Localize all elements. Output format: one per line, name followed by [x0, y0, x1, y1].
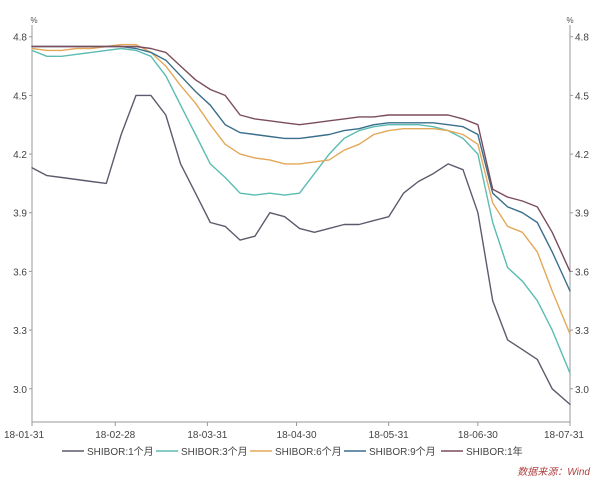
legend-label: SHIBOR:9个月 — [369, 446, 436, 458]
series-line-3 — [31, 43, 571, 335]
legend-label: SHIBOR:6个月 — [275, 446, 342, 458]
x-tick-label: 18-02-28 — [95, 430, 135, 441]
y-tick-label-left: 4.8 — [13, 33, 27, 44]
y-tick-label-left: 4.5 — [13, 91, 27, 102]
y-axis-left-labels: 3.0 3.3 3.6 3.9 4.2 4.5 4.8 — [13, 33, 27, 396]
legend-label: SHIBOR:1个月 — [87, 446, 154, 458]
x-tick-label: 18-03-31 — [187, 430, 227, 441]
y-tick-label-left: 3.0 — [13, 385, 27, 396]
x-tick-label: 18-01-31 — [4, 430, 44, 441]
series-line-1 — [31, 94, 571, 406]
x-tick-label: 18-04-30 — [277, 430, 317, 441]
y-axis-right-unit: % — [566, 16, 573, 25]
y-tick-label-right: 3.0 — [575, 385, 589, 396]
legend-label: SHIBOR:1年 — [466, 445, 523, 458]
y-tick-label-right: 3.6 — [575, 267, 589, 278]
y-tick-label-right: 3.9 — [575, 209, 589, 220]
y-tick-label-right: 4.5 — [575, 91, 589, 102]
legend: SHIBOR:1个月 SHIBOR:3个月 SHIBOR:6个月 SHIBOR:9个月… — [62, 445, 523, 458]
series-line-5 — [31, 45, 571, 273]
legend-label: SHIBOR:3个月 — [181, 446, 248, 458]
series-line-4 — [31, 45, 571, 292]
x-tick-label: 18-06-30 — [458, 430, 498, 441]
series-line-2 — [31, 47, 571, 374]
y-tick-label-right: 4.8 — [575, 33, 589, 44]
source-note: 数据来源：Wind — [517, 466, 590, 478]
y-axis-left-unit: % — [30, 16, 37, 25]
y-axis-right-labels: 3.0 3.3 3.6 3.9 4.2 4.5 4.8 — [575, 33, 589, 396]
y-tick-label-left: 3.6 — [13, 267, 27, 278]
y-tick-label-right: 3.3 — [575, 326, 589, 337]
plot-frame — [29, 25, 573, 426]
y-tick-label-left: 3.3 — [13, 326, 27, 337]
y-tick-label-right: 4.2 — [575, 150, 589, 161]
x-tick-label: 18-05-31 — [369, 430, 409, 441]
y-tick-label-left: 3.9 — [13, 209, 27, 220]
x-tick-label: 18-07-31 — [544, 430, 584, 441]
series-lines — [31, 43, 571, 406]
y-tick-label-left: 4.2 — [13, 150, 27, 161]
x-axis-labels: 18-01-31 18-02-28 18-03-31 18-04-30 18-05-31… — [4, 430, 584, 441]
